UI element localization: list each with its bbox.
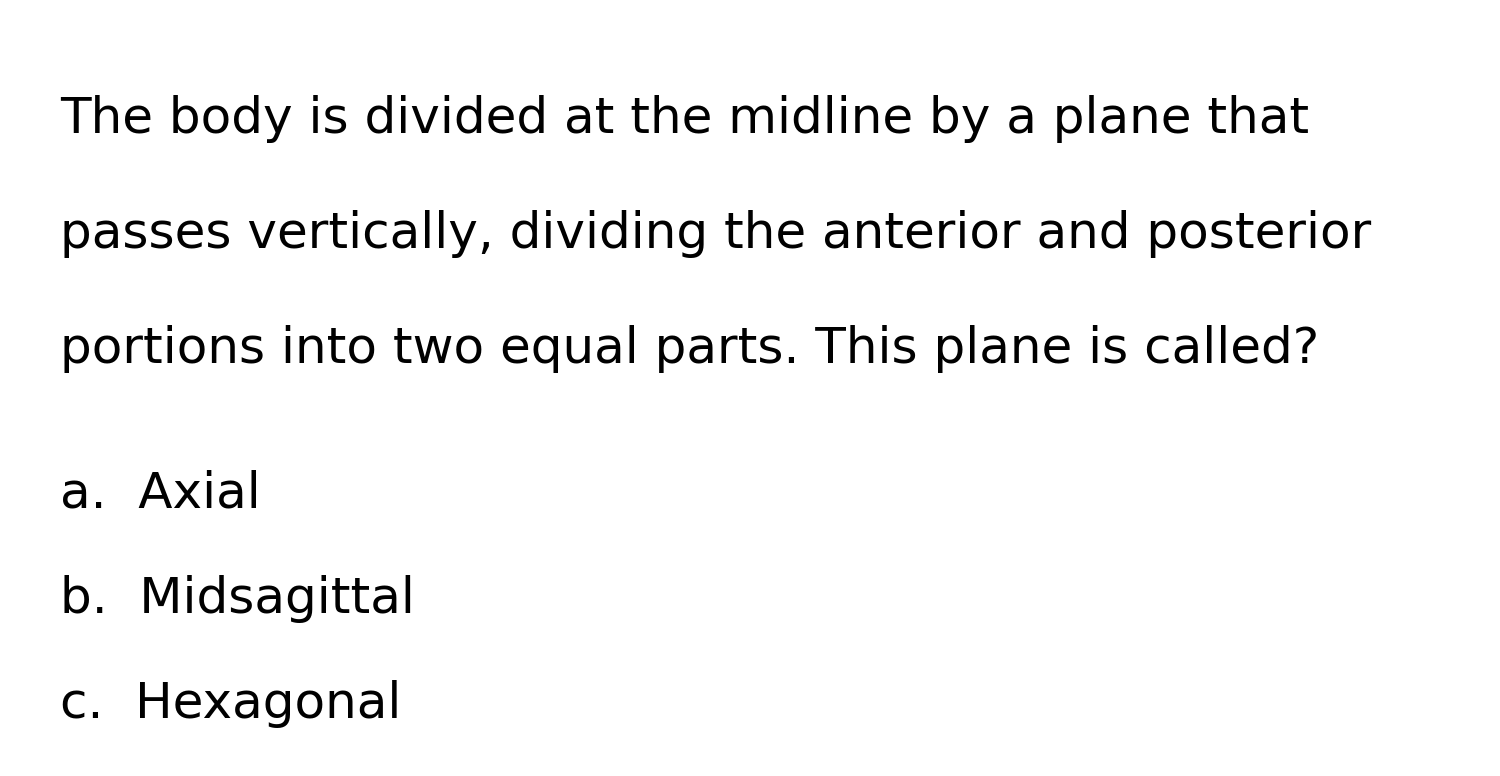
Text: c.  Hexagonal: c. Hexagonal [60,680,402,728]
Text: The body is divided at the midline by a plane that: The body is divided at the midline by a … [60,95,1310,143]
Text: passes vertically, dividing the anterior and posterior: passes vertically, dividing the anterior… [60,210,1371,258]
Text: b.  Midsagittal: b. Midsagittal [60,575,416,623]
Text: portions into two equal parts. This plane is called?: portions into two equal parts. This plan… [60,325,1320,373]
Text: a.  Axial: a. Axial [60,470,261,518]
